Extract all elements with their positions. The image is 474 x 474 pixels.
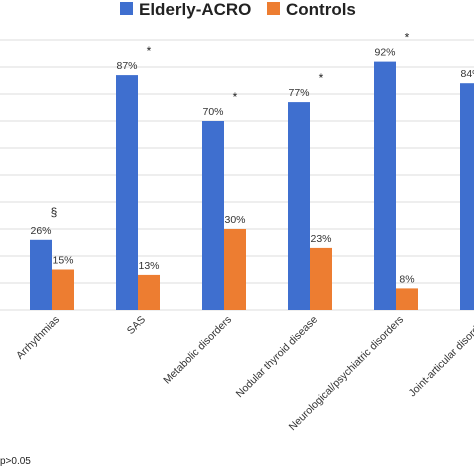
- data-label-elderly-acro: 70%: [202, 106, 223, 118]
- category-label: Metabolic disorders: [161, 314, 234, 387]
- significance-mark: *: [233, 90, 238, 104]
- bar-elderly-acro: [30, 239, 52, 310]
- footnote: p>0.05: [0, 456, 31, 467]
- data-labels: 26% 15% 87% 13% 70% 30% 77% 23% 92% 8% 84%: [30, 47, 474, 286]
- bar-elderly-acro: [374, 61, 396, 310]
- significance-mark: *: [147, 44, 152, 58]
- category-label: Joint-articular disorders: [406, 314, 474, 400]
- bar-controls: [138, 274, 160, 310]
- significance-mark: *: [405, 31, 410, 45]
- significance-marks: § * * * *: [51, 31, 410, 219]
- data-label-elderly-acro: 92%: [374, 47, 395, 59]
- bars: [30, 61, 474, 310]
- data-label-controls: 15%: [52, 255, 73, 267]
- bar-elderly-acro: [116, 75, 138, 310]
- legend-label: Controls: [286, 0, 356, 19]
- data-label-elderly-acro: 77%: [288, 87, 309, 99]
- data-label-controls: 23%: [310, 233, 331, 245]
- bar-elderly-acro: [288, 102, 310, 310]
- legend: Elderly-ACRO Controls: [120, 0, 356, 19]
- data-label-elderly-acro: 84%: [460, 68, 474, 80]
- bar-elderly-acro: [460, 83, 474, 310]
- category-label: Nodular thyroid disease: [234, 314, 321, 401]
- category-label: Arrhythmias: [14, 314, 62, 362]
- category-label: SAS: [125, 314, 148, 337]
- bar-elderly-acro: [202, 121, 224, 310]
- bar-controls: [52, 269, 74, 310]
- bar-controls: [224, 229, 246, 310]
- data-label-controls: 30%: [224, 214, 245, 226]
- legend-swatch: [120, 2, 133, 15]
- data-label-elderly-acro: 26%: [30, 225, 51, 237]
- category-labels: Arrhythmias SAS Metabolic disorders Nodular…: [14, 314, 474, 434]
- significance-mark: §: [51, 205, 58, 219]
- legend-label: Elderly-ACRO: [139, 0, 251, 19]
- bar-controls: [310, 247, 332, 310]
- data-label-controls: 8%: [399, 273, 414, 285]
- data-label-controls: 13%: [138, 260, 159, 272]
- data-label-elderly-acro: 87%: [116, 60, 137, 72]
- bar-controls: [396, 288, 418, 310]
- legend-swatch: [267, 2, 280, 15]
- significance-mark: *: [319, 71, 324, 85]
